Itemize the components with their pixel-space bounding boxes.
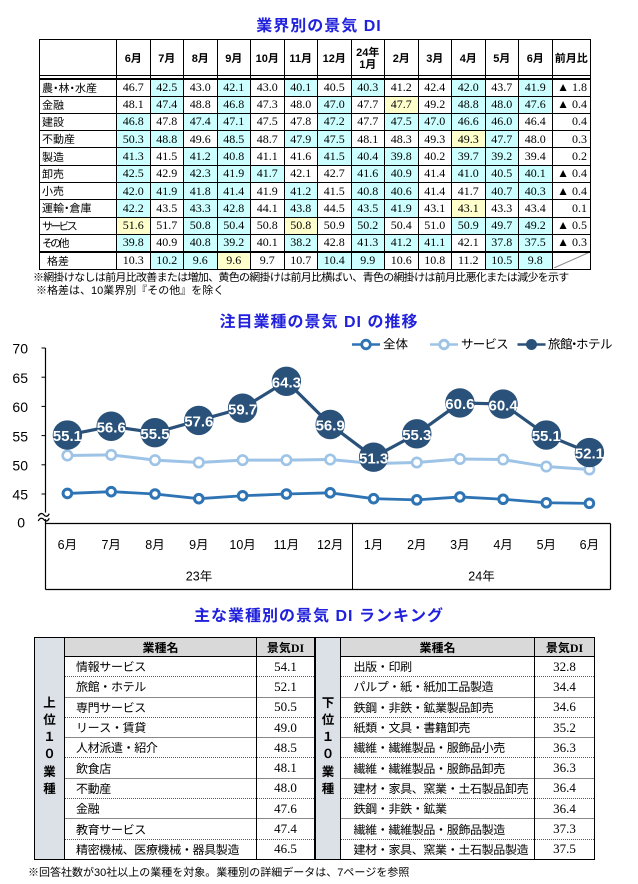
svg-text:64.3: 64.3 xyxy=(272,374,301,391)
svg-text:70: 70 xyxy=(12,341,28,357)
svg-text:サービス: サービス xyxy=(461,335,508,353)
svg-text:24年: 24年 xyxy=(468,566,494,585)
svg-text:51.3: 51.3 xyxy=(359,450,388,467)
svg-text:59.7: 59.7 xyxy=(228,401,257,418)
svg-text:55.5: 55.5 xyxy=(140,426,169,443)
svg-text:65: 65 xyxy=(12,370,28,386)
svg-text:55: 55 xyxy=(12,428,28,444)
svg-text:56.9: 56.9 xyxy=(316,418,345,435)
svg-text:3月: 3月 xyxy=(450,534,469,553)
svg-text:55.3: 55.3 xyxy=(402,427,431,444)
svg-text:9月: 9月 xyxy=(189,534,208,553)
svg-text:11月: 11月 xyxy=(274,534,299,553)
svg-text:55.1: 55.1 xyxy=(532,428,561,445)
svg-text:45: 45 xyxy=(12,487,28,503)
svg-text:60.4: 60.4 xyxy=(488,397,518,414)
svg-text:4月: 4月 xyxy=(493,534,512,553)
svg-text:旅館・ホテル: 旅館・ホテル xyxy=(548,335,612,353)
svg-text:10月: 10月 xyxy=(229,534,255,553)
svg-text:60.6: 60.6 xyxy=(445,396,474,413)
svg-text:57.6: 57.6 xyxy=(184,414,213,431)
svg-text:8月: 8月 xyxy=(145,534,164,553)
svg-text:52.1: 52.1 xyxy=(575,446,604,463)
svg-text:1月: 1月 xyxy=(364,534,383,553)
svg-text:23年: 23年 xyxy=(186,566,212,585)
svg-text:7月: 7月 xyxy=(101,534,120,553)
svg-text:55.1: 55.1 xyxy=(53,428,82,445)
svg-text:5月: 5月 xyxy=(537,534,556,553)
svg-text:56.6: 56.6 xyxy=(97,419,126,436)
svg-text:12月: 12月 xyxy=(317,534,343,553)
svg-text:6月: 6月 xyxy=(580,534,599,553)
svg-text:全体: 全体 xyxy=(383,335,409,353)
svg-text:6月: 6月 xyxy=(58,534,77,553)
svg-text:2月: 2月 xyxy=(407,534,426,553)
svg-text:0: 0 xyxy=(17,515,25,531)
svg-text:60: 60 xyxy=(12,399,28,415)
svg-text:50: 50 xyxy=(12,458,28,474)
